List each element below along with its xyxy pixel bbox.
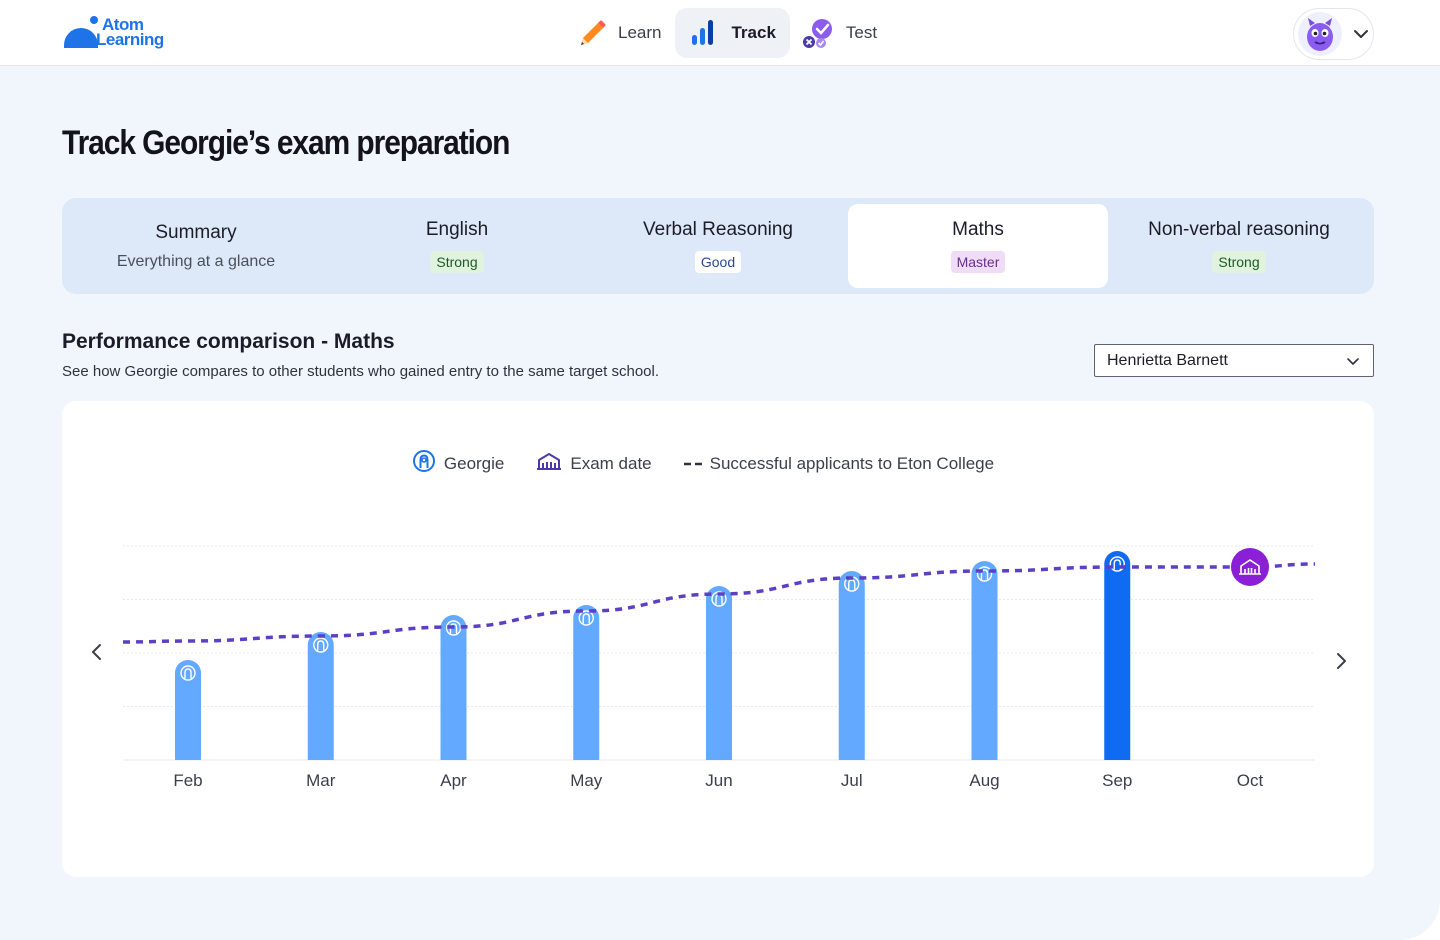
status-badge: Master: [950, 251, 1006, 273]
tab-maths-label: Maths: [952, 219, 1004, 240]
tab-verbal-reasoning-label: Verbal Reasoning: [643, 219, 793, 240]
school-building-icon: [536, 449, 562, 478]
student-pin-icon: [976, 566, 993, 582]
tab-summary[interactable]: Summary Everything at a glance: [66, 204, 326, 288]
x-tick-label: Mar: [306, 771, 336, 790]
tab-maths[interactable]: Maths Master: [848, 204, 1108, 288]
x-tick-label: Apr: [440, 771, 467, 790]
page-title: Track Georgie’s exam preparation: [62, 124, 510, 162]
school-select[interactable]: Henrietta Barnett: [1094, 344, 1374, 377]
legend-student-label: Georgie: [443, 453, 505, 473]
tab-verbal-reasoning[interactable]: Verbal Reasoning Good: [588, 204, 848, 288]
logo-text-line2: Learning: [96, 30, 164, 49]
chart-next-button[interactable]: [1327, 649, 1355, 677]
x-tick-label: Oct: [1237, 771, 1264, 790]
subject-tabs: Summary Everything at a glance English S…: [62, 198, 1374, 294]
nav-track-label: Track: [731, 23, 776, 42]
nav-test[interactable]: Test: [790, 8, 891, 58]
student-pin-icon: [844, 576, 860, 592]
x-tick-label: Aug: [969, 771, 999, 790]
bar-mar: [307, 632, 334, 760]
logo-text-line1: Atom: [102, 15, 144, 34]
bar-may: [573, 605, 600, 760]
student-pin-icon: [445, 620, 462, 636]
legend-item-student: Georgie: [412, 449, 504, 478]
section-subtitle: See how Georgie compares to other studen…: [62, 363, 660, 380]
chevron-left-icon: [90, 643, 104, 666]
bar-sep: [1104, 551, 1131, 760]
nav-track[interactable]: Track: [675, 8, 790, 58]
student-pin-icon: [711, 591, 727, 607]
legend-item-exam: Exam date: [536, 449, 652, 478]
bar-feb: [175, 660, 201, 760]
x-tick-label: Feb: [173, 771, 202, 790]
chevron-down-icon: [1352, 25, 1370, 43]
legend-item-benchmark: Successful applicants to Eton College: [683, 449, 995, 478]
account-menu[interactable]: [1293, 8, 1374, 60]
x-tick-label: Jun: [705, 771, 732, 790]
chart-legend: Georgie Exam date Successful applicants …: [62, 449, 1374, 478]
pencil-icon: [572, 15, 608, 51]
chart-prev-button[interactable]: [83, 640, 111, 668]
nav-learn-label: Learn: [618, 23, 662, 42]
bar-chart-icon: [685, 15, 721, 51]
nav-learn[interactable]: Learn: [562, 8, 675, 58]
bar-apr: [440, 615, 467, 760]
atom-learning-logo[interactable]: Atom Learning: [64, 14, 164, 50]
tab-non-verbal-reasoning-label: Non-verbal reasoning: [1148, 219, 1330, 240]
status-badge: Strong: [1212, 251, 1266, 273]
main-content: Track Georgie’s exam preparation Summary…: [0, 66, 1440, 940]
tab-non-verbal-reasoning[interactable]: Non-verbal reasoning Strong: [1109, 204, 1369, 288]
top-bar: Atom Learning Learn: [0, 0, 1440, 66]
exam-date-marker: [1231, 548, 1269, 586]
x-tick-label: May: [570, 771, 603, 790]
monster-avatar-icon: [1298, 12, 1342, 56]
performance-chart-card: Georgie Exam date Successful applicants …: [62, 401, 1374, 877]
section-title: Performance comparison - Maths: [62, 330, 395, 353]
bar-jun: [706, 586, 732, 760]
tab-summary-label: Summary: [155, 221, 237, 243]
student-pin-icon: [180, 665, 196, 681]
bar-aug: [971, 561, 998, 760]
dashed-line-icon: [683, 454, 702, 474]
main-nav: Learn Track: [562, 8, 891, 58]
status-badge: Good: [694, 251, 742, 273]
legend-exam-label: Exam date: [570, 453, 652, 473]
logo-mark-icon: [64, 16, 102, 48]
nav-test-label: Test: [845, 23, 878, 42]
status-badge: Strong: [430, 251, 484, 273]
test-check-icon: [800, 15, 836, 51]
logo-text: Atom Learning: [96, 15, 164, 49]
school-select-value: Henrietta Barnett: [1107, 351, 1228, 369]
student-pin-icon: [313, 637, 329, 653]
chevron-right-icon: [1334, 652, 1348, 675]
student-pin-icon: [1109, 556, 1125, 572]
legend-benchmark-label: Successful applicants to Eton College: [709, 453, 995, 473]
student-pin-icon: [578, 610, 594, 626]
chevron-down-icon: [1345, 353, 1361, 374]
tab-english-label: English: [425, 219, 489, 240]
benchmark-line: [122, 562, 1316, 644]
tab-english[interactable]: English Strong: [327, 204, 587, 288]
x-tick-label: Jul: [841, 771, 863, 790]
student-pin-icon: [412, 449, 436, 478]
x-tick-label: Sep: [1102, 771, 1132, 790]
tab-summary-sub: Everything at a glance: [116, 252, 276, 270]
bar-jul: [838, 571, 865, 760]
